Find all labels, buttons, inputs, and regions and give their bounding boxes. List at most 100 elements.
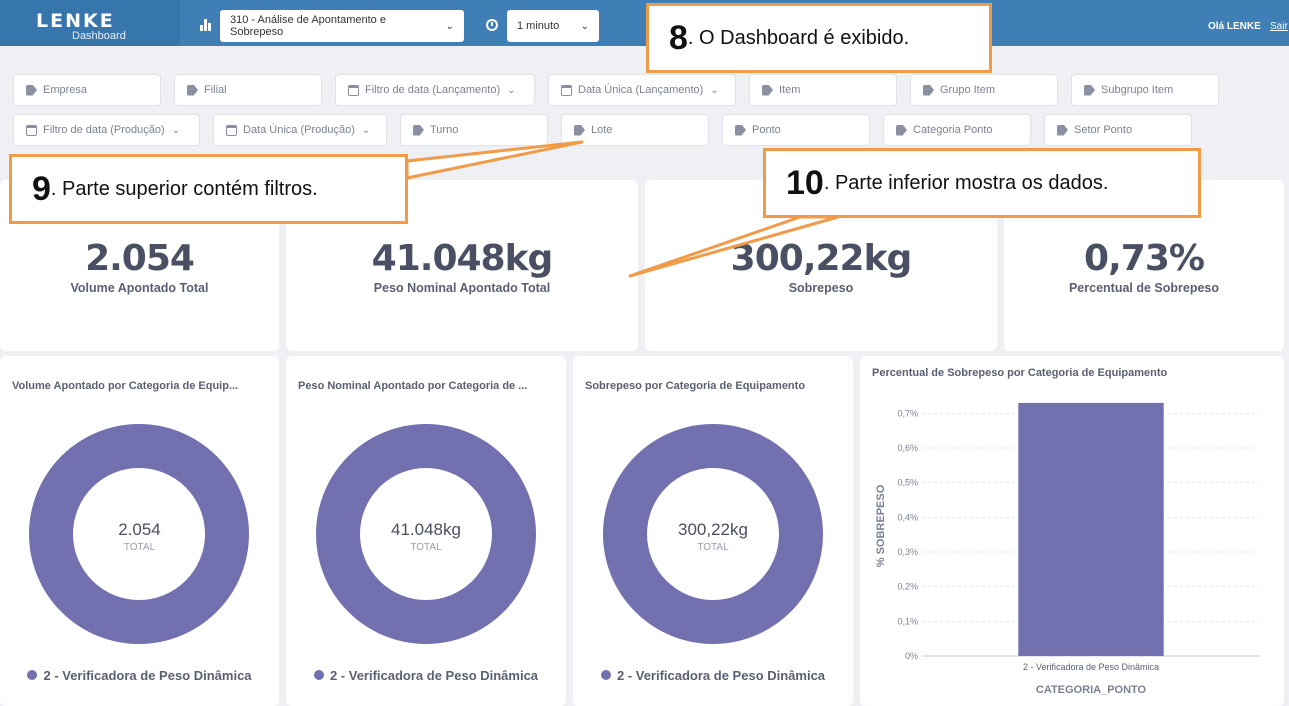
y-tick-label: 0%	[905, 651, 918, 661]
kpi-label: Peso Nominal Apontado Total	[373, 281, 551, 295]
filter-label: Empresa	[43, 84, 88, 96]
tag-icon	[187, 84, 198, 96]
filter-label: Turno	[430, 124, 459, 136]
y-tick-label: 0,7%	[897, 408, 918, 418]
kpi-value: 41.048kg	[371, 238, 554, 279]
filter-data-unica-lancamento[interactable]: Data Única (Lançamento) ⌄	[548, 74, 736, 106]
y-tick-label: 0,5%	[897, 478, 918, 488]
donut-center-value: 300,22kg	[678, 520, 748, 539]
kpi-card-peso-nominal: 41.048kg Peso Nominal Apontado Total	[286, 180, 638, 351]
chart-legend[interactable]: 2 - Verificadora de Peso Dinâmica	[0, 668, 279, 683]
filter-label: Data Única (Lançamento)	[578, 84, 704, 96]
tag-icon	[574, 124, 585, 136]
filter-turno[interactable]: Turno	[400, 114, 548, 146]
y-axis-title: % SOBREPESO	[875, 484, 887, 567]
legend-dot	[313, 670, 324, 680]
donut-center-label: TOTAL	[410, 542, 442, 553]
filter-subgrupo-item[interactable]: Subgrupo Item	[1071, 74, 1219, 106]
legend-dot	[27, 670, 38, 680]
donut-center-label: TOTAL	[123, 542, 156, 553]
tag-icon	[896, 124, 907, 136]
chart-legend[interactable]: 2 - Verificadora de Peso Dinâmica	[573, 668, 853, 683]
filter-label: Lote	[591, 124, 613, 136]
donut-chart[interactable]	[603, 424, 823, 644]
logo-subtitle: Dashboard	[72, 30, 126, 42]
y-tick-label: 0,1%	[897, 616, 918, 626]
tag-icon	[1084, 84, 1095, 96]
chevron-down-icon: ⌄	[445, 20, 454, 32]
tag-icon	[735, 124, 746, 136]
donut-card-peso-nominal: Peso Nominal Apontado por Categoria de .…	[286, 356, 566, 706]
legend-label: 2 - Verificadora de Peso Dinâmica	[43, 668, 252, 683]
tag-icon	[923, 84, 934, 96]
callout-number: 9	[32, 169, 51, 208]
donut-slice	[29, 424, 249, 644]
logo[interactable]: LENKE Dashboard	[0, 0, 180, 46]
callout-9: 9. Parte superior contém filtros.	[9, 154, 408, 224]
y-tick-label: 0,6%	[897, 443, 918, 453]
kpi-value: 2.054	[85, 238, 195, 279]
user-greeting: Olá LENKE	[1208, 21, 1261, 32]
kpi-value: 300,22kg	[730, 238, 913, 279]
callout-number: 10	[786, 163, 824, 202]
filter-data-lancamento[interactable]: Filtro de data (Lançamento) ⌄	[335, 74, 535, 106]
donut-chart[interactable]	[29, 424, 249, 644]
bar-0[interactable]	[1018, 402, 1164, 656]
top-bar: LENKE Dashboard 310 - Análise de Apontam…	[0, 0, 1289, 46]
filter-label: Grupo Item	[940, 84, 996, 96]
y-tick-label: 0,3%	[897, 547, 918, 557]
chart-title: Percentual de Sobrepeso por Categoria de…	[872, 367, 1168, 379]
filter-label: Item	[779, 84, 801, 96]
filter-filial[interactable]: Filial	[174, 74, 322, 106]
filter-label: Data Única (Produção)	[243, 124, 355, 136]
chevron-down-icon: ⌄	[710, 84, 719, 96]
chevron-down-icon: ⌄	[580, 20, 589, 32]
calendar-icon	[348, 84, 359, 96]
filter-item[interactable]: Item	[749, 74, 897, 106]
donut-slice	[603, 424, 823, 644]
filter-setor-ponto[interactable]: Setor Ponto	[1044, 114, 1192, 146]
y-tick-label: 0,4%	[897, 512, 918, 522]
donut-chart[interactable]	[316, 424, 536, 644]
donut-card-sobrepeso: Sobrepeso por Categoria de Equipamento 3…	[573, 356, 853, 706]
chart-title: Sobrepeso por Categoria de Equipamento	[585, 380, 806, 392]
callout-9-arrow	[405, 140, 584, 180]
filter-categoria-ponto[interactable]: Categoria Ponto	[883, 114, 1031, 146]
calendar-icon	[26, 124, 37, 136]
callout-8: 8. O Dashboard é exibido.	[646, 3, 992, 73]
filter-label: Setor Ponto	[1074, 124, 1133, 136]
legend-label: 2 - Verificadora de Peso Dinâmica	[329, 668, 539, 683]
filter-label: Filial	[204, 84, 227, 96]
filter-data-producao[interactable]: Filtro de data (Produção) ⌄	[13, 114, 200, 146]
filter-empresa[interactable]: Empresa	[13, 74, 161, 106]
filter-ponto[interactable]: Ponto	[722, 114, 870, 146]
chart-title: Peso Nominal Apontado por Categoria de .…	[298, 380, 528, 392]
tag-icon	[1057, 124, 1068, 136]
filter-label: Filtro de data (Lançamento)	[365, 84, 501, 96]
calendar-icon	[561, 84, 572, 96]
bar-chart[interactable]: 0% 0,1% 0,2% 0,3% 0,4% 0,5% 0,6% 0,7% 2 - Verifi…	[860, 356, 1284, 706]
y-tick-label: 0,2%	[897, 582, 918, 592]
clock-icon	[486, 19, 498, 31]
logout-link[interactable]: Sair	[1270, 21, 1288, 32]
refresh-interval-value: 1 minuto	[517, 20, 560, 32]
x-axis-title: CATEGORIA_PONTO	[1036, 684, 1147, 696]
filter-label: Categoria Ponto	[913, 124, 993, 136]
filter-lote[interactable]: Lote	[561, 114, 709, 146]
x-tick-label: 2 - Verificadora de Peso Dinâmica	[1023, 662, 1159, 672]
donut-card-volume: Volume Apontado por Categoria de Equip..…	[0, 356, 279, 706]
filter-data-unica-producao[interactable]: Data Única (Produção) ⌄	[213, 114, 387, 146]
tag-icon	[413, 124, 424, 136]
callout-text: . Parte inferior mostra os dados.	[823, 171, 1109, 194]
callout-text: . Parte superior contém filtros.	[50, 177, 318, 200]
refresh-interval-select[interactable]: 1 minuto ⌄	[507, 10, 599, 42]
donut-slice	[316, 424, 536, 644]
kpi-label: Volume Apontado Total	[70, 281, 209, 295]
chart-title: Volume Apontado por Categoria de Equip..…	[12, 380, 239, 392]
filter-grupo-item[interactable]: Grupo Item	[910, 74, 1058, 106]
bar-chart-icon	[200, 19, 212, 31]
chart-legend[interactable]: 2 - Verificadora de Peso Dinâmica	[286, 668, 566, 683]
dashboard-select[interactable]: 310 - Análise de Apontamento e Sobrepeso…	[220, 10, 464, 42]
callout-text: . O Dashboard é exibido.	[687, 26, 910, 49]
kpi-label: Percentual de Sobrepeso	[1068, 281, 1220, 295]
